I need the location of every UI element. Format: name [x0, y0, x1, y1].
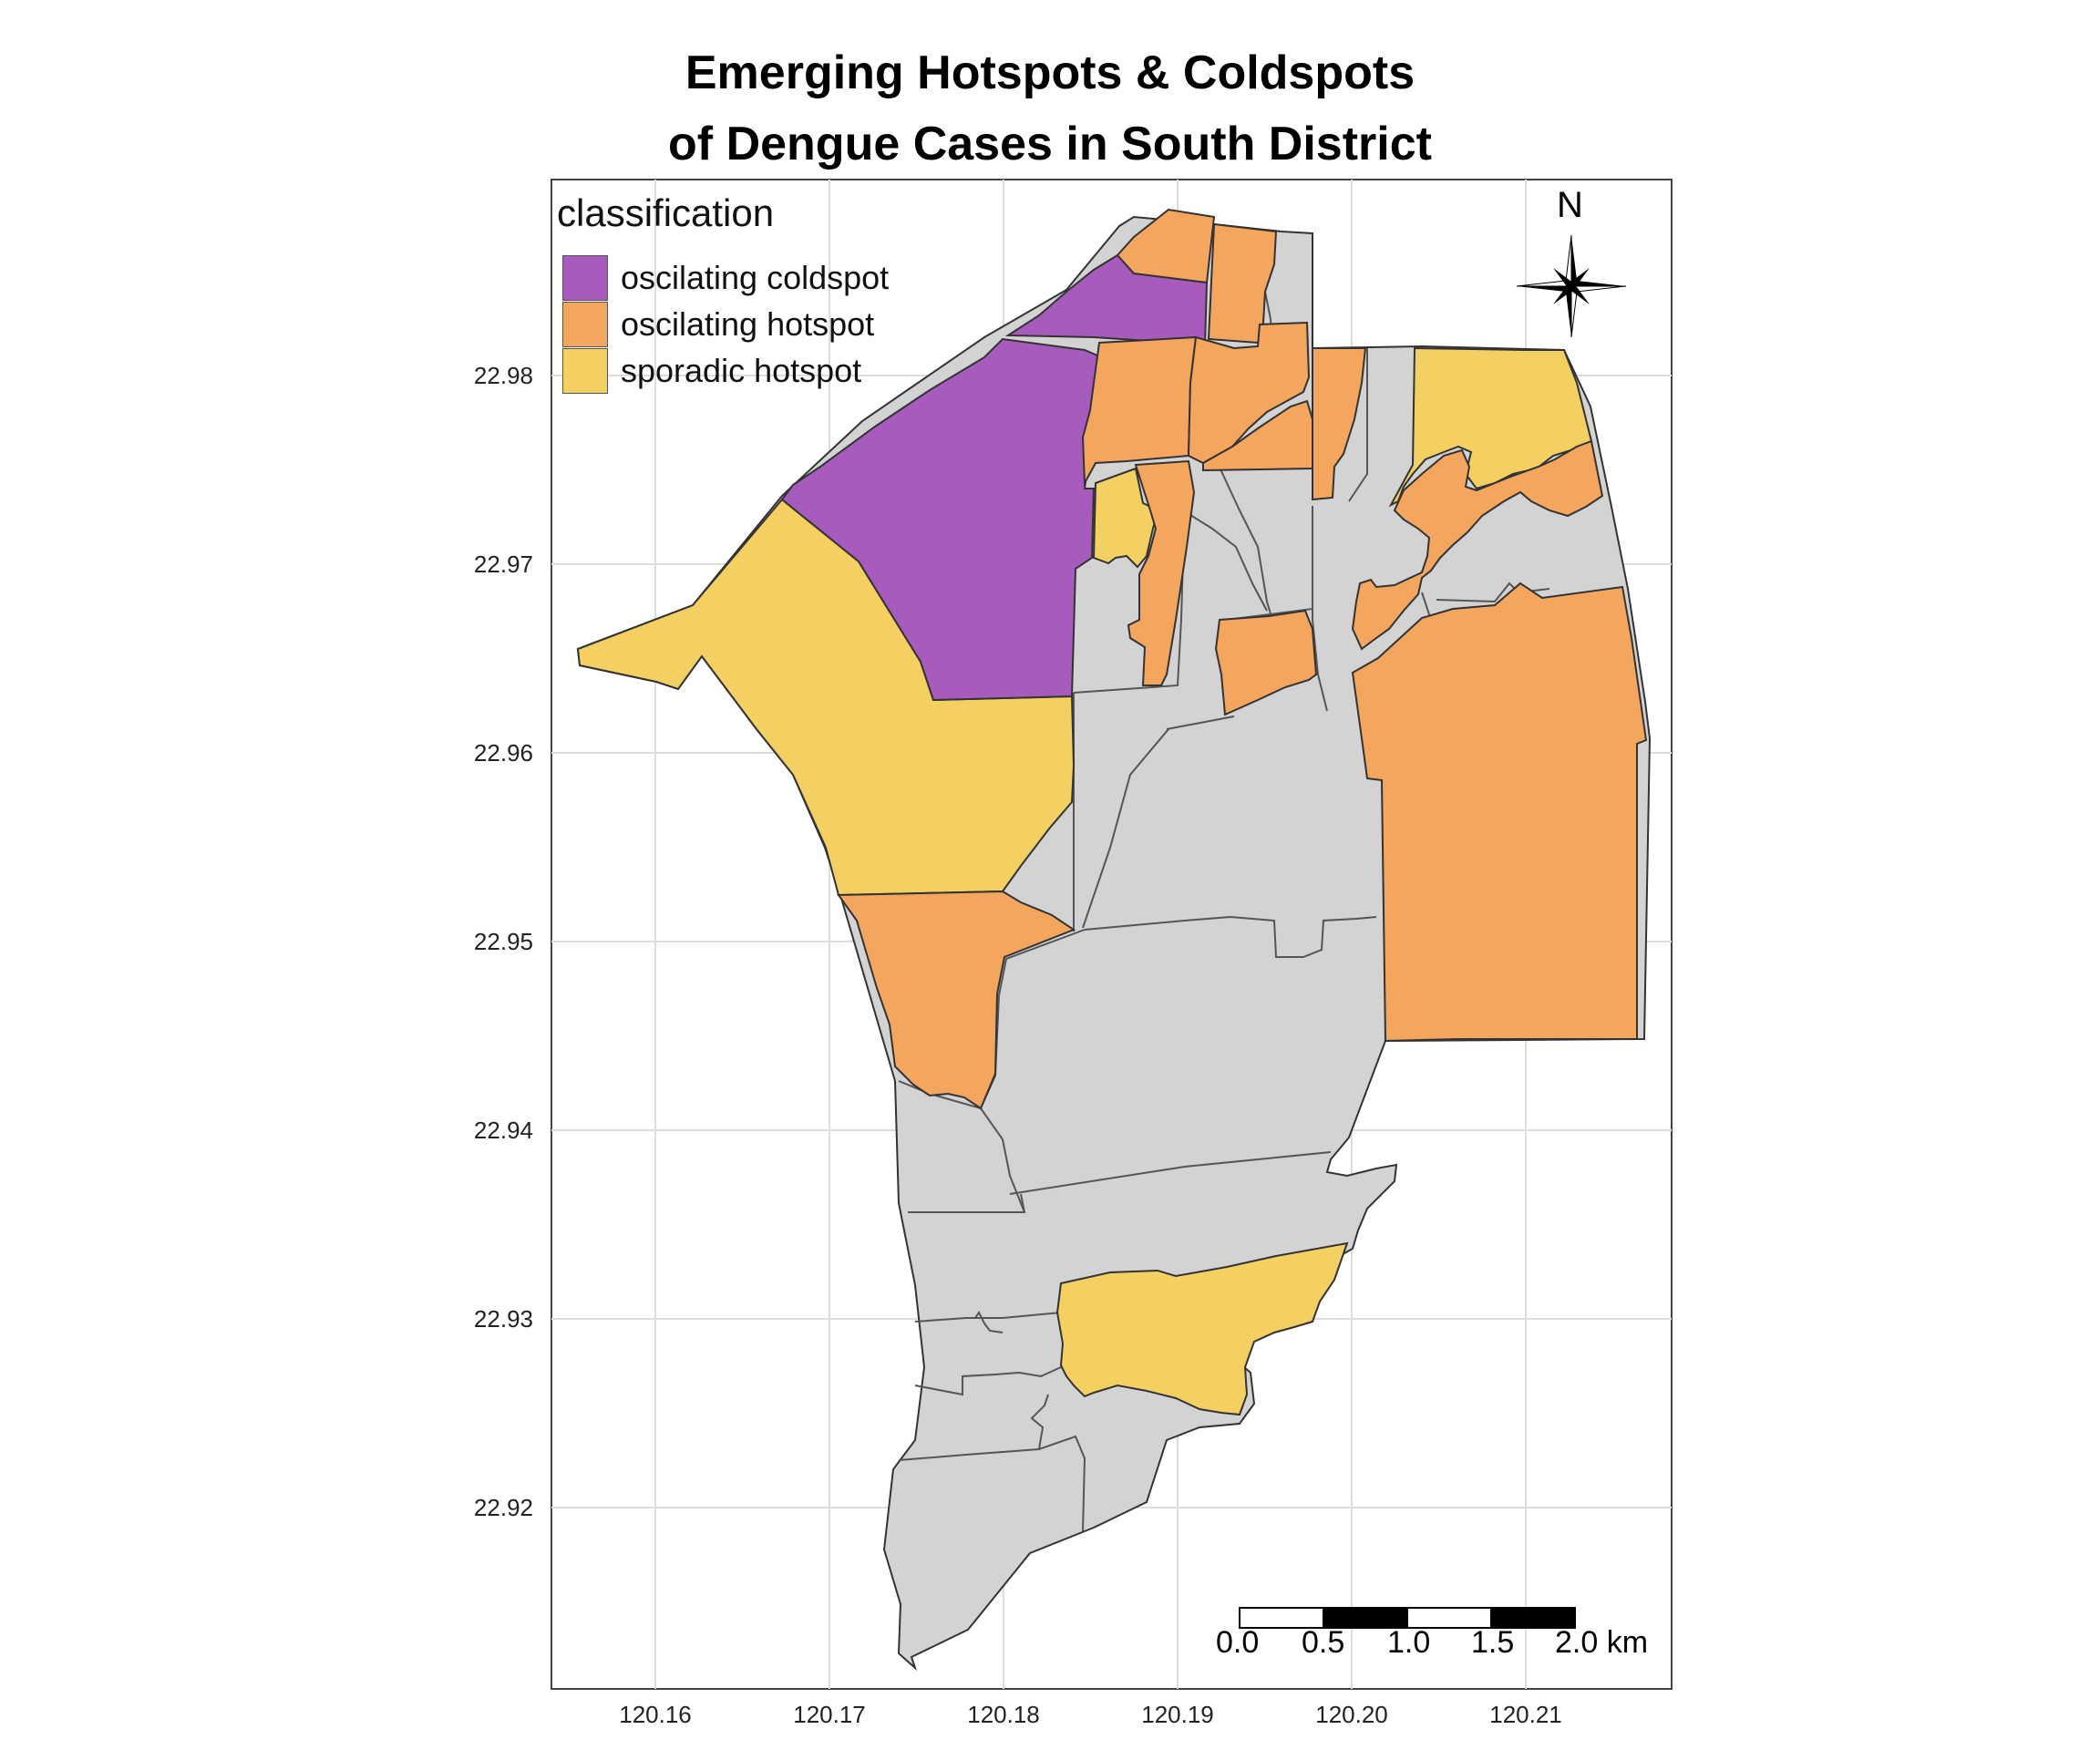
boundary-line [1348, 348, 1368, 502]
legend-label: oscilating hotspot [621, 305, 875, 343]
boundary-line [1030, 1394, 1049, 1450]
x-tick-label: 120.20 [1315, 1701, 1388, 1728]
map-title-line1: Emerging Hotspots & Coldspots [685, 46, 1415, 99]
legend-label: oscilating coldspot [621, 259, 890, 296]
x-tick-label: 120.16 [619, 1701, 692, 1728]
legend-swatch [562, 348, 608, 394]
y-tick-label: 22.95 [473, 928, 533, 955]
boundary-line [898, 1435, 1086, 1532]
y-tick-label: 22.92 [473, 1494, 533, 1521]
boundary-line [1009, 1151, 1332, 1195]
y-tick-label: 22.96 [473, 739, 533, 767]
oscilating-hotspot-areas [837, 208, 1648, 1110]
x-tick-label: 120.21 [1489, 1701, 1562, 1728]
y-tick-label: 22.93 [473, 1305, 533, 1333]
boundary-line [914, 1366, 1062, 1396]
region-oscilating-hotspot-west [837, 890, 1076, 1110]
compass-star-icon [1516, 234, 1627, 338]
y-tick-label: 22.98 [473, 362, 533, 389]
region-oscilating-hotspot-centre2 [1214, 609, 1318, 716]
map-title-line2: of Dengue Cases in South District [668, 118, 1432, 170]
region-oscilating-hotspot-north1 [1116, 208, 1216, 284]
boundary-line [1084, 915, 1377, 958]
scale-bar [1239, 1607, 1576, 1629]
boundary-line [908, 1193, 1026, 1213]
legend-swatch [562, 255, 608, 301]
north-label: N [1557, 185, 1583, 225]
region-oscilating-hotspot-ne [1351, 439, 1604, 651]
region-oscilating-hotspot-east [1351, 582, 1648, 1043]
boundary-line [974, 1311, 1004, 1333]
legend-title: classification [557, 191, 775, 234]
region-sporadic-hotspot-northeast [1388, 346, 1593, 508]
boundary-line [1312, 506, 1328, 712]
region-sporadic-hotspot-small [1092, 467, 1159, 569]
legend-swatch [562, 302, 608, 347]
x-tick-label: 120.17 [793, 1701, 866, 1728]
boundary-line [914, 1312, 1062, 1323]
scale-label: 2.0 km [1555, 1625, 1649, 1660]
north-arrow-diagonal [1569, 283, 1590, 304]
y-tick-label: 22.97 [473, 551, 533, 578]
region-oscilating-hotspot-strip [1312, 347, 1367, 501]
legend-label: sporadic hotspot [621, 352, 862, 389]
x-tick-label: 120.18 [967, 1701, 1040, 1728]
region-oscilating-hotspot-mid2 [1187, 321, 1311, 465]
boundary-line [1166, 715, 1235, 730]
y-tick-label: 22.94 [473, 1117, 533, 1144]
scale-bar-segment [1490, 1607, 1576, 1629]
x-tick-label: 120.19 [1141, 1701, 1214, 1728]
boundary-line [1215, 458, 1273, 621]
scale-label: 1.0 [1387, 1625, 1431, 1660]
boundary-line [1082, 728, 1169, 929]
region-sporadic-hotspot-south [1055, 1241, 1349, 1416]
region-oscilating-hotspot-centre [1127, 459, 1196, 686]
boundary-line [1182, 510, 1268, 612]
scale-label: 0.0 [1216, 1625, 1260, 1660]
scale-label: 1.5 [1471, 1625, 1515, 1660]
region-oscilating-hotspot-north2 [1207, 222, 1278, 345]
sporadic-hotspot-areas [576, 346, 1593, 1416]
scale-label: 0.5 [1302, 1625, 1345, 1660]
region-oscilating-hotspot-mid3 [1202, 399, 1313, 472]
